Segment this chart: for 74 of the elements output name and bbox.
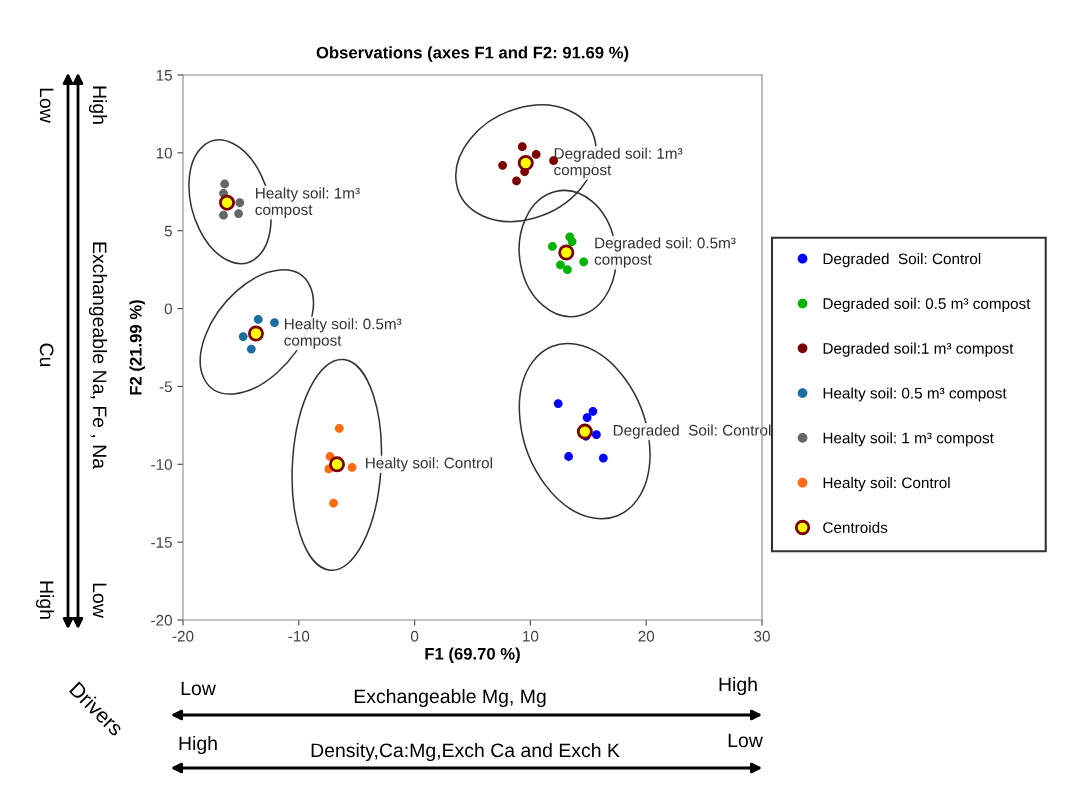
x-tick-label: 0	[410, 630, 419, 642]
point	[531, 150, 541, 159]
text: High	[719, 676, 757, 696]
y-tick-label: 5	[164, 225, 172, 237]
text: Low	[92, 583, 107, 618]
point	[329, 498, 338, 508]
point	[517, 142, 527, 152]
point	[576, 423, 593, 440]
point	[512, 176, 521, 186]
point	[498, 160, 507, 170]
y-axis-title: F2 (21.99 %)	[129, 300, 145, 395]
point	[220, 179, 230, 189]
annotation: Degraded soil: 1m³ compost	[554, 147, 683, 179]
y-tick-label: -10	[151, 459, 172, 470]
point	[579, 257, 589, 267]
text: High	[88, 86, 108, 124]
point	[564, 452, 574, 461]
text: Low	[39, 88, 54, 123]
legend-label: Centroids	[823, 521, 888, 533]
chart-title: Observations (axes F1 and F2: 91.69 %)	[316, 46, 629, 62]
y-tick-label: -15	[151, 537, 172, 548]
point	[548, 241, 557, 251]
annotation: Healty soil: Control	[366, 457, 492, 472]
legend-label: Degraded soil:1 m³ compost	[823, 342, 1014, 357]
y-tick-label: 15	[156, 70, 172, 81]
point	[563, 265, 572, 275]
point	[253, 315, 263, 324]
legend-label: Degraded soil: 0.5 m³ compost	[823, 297, 1031, 313]
text: Exchangeable Mg, Mg	[354, 688, 546, 708]
x-tick-label: -20	[172, 630, 194, 642]
point	[553, 399, 563, 408]
x-axis-title: F1 (69.70 %)	[425, 647, 520, 663]
point	[567, 237, 577, 247]
x-tick-label: 30	[754, 630, 770, 642]
text: Low	[728, 733, 763, 748]
point	[219, 210, 228, 220]
y-tick-label: 0	[164, 303, 172, 315]
annotation: Healty soil: 1m³ compost	[255, 187, 360, 219]
legend-label: Healty soil: 0.5 m³ compost	[823, 387, 1007, 402]
point	[558, 244, 575, 261]
point	[235, 198, 245, 208]
point	[598, 453, 608, 463]
point	[238, 332, 248, 341]
point	[582, 413, 592, 422]
point	[588, 406, 598, 416]
annotation: Degraded soil: 0.5m³ compost	[594, 237, 736, 268]
text: Low	[181, 681, 216, 696]
legend-label: Healty soil: 1 m³ compost	[823, 432, 994, 447]
annotation: Degraded Soil: Control	[613, 424, 771, 439]
point	[556, 260, 565, 270]
legend-label: Degraded Soil: Control	[823, 252, 981, 268]
point	[246, 344, 256, 354]
legend-label: Healty soil: Control	[823, 476, 950, 492]
point	[334, 424, 344, 433]
point	[234, 209, 243, 218]
x-tick-label: -10	[288, 630, 310, 642]
point	[270, 318, 279, 327]
x-tick-label: 20	[638, 630, 655, 642]
x-tick-label: 10	[523, 630, 539, 642]
text: Cu	[39, 343, 54, 367]
point	[592, 430, 601, 440]
y-tick-label: -5	[159, 381, 172, 393]
text: Exchangeable Na, Fe , Na	[88, 242, 108, 470]
point	[247, 325, 264, 342]
text: High	[35, 581, 55, 619]
text: High	[179, 735, 217, 755]
annotation: Healty soil: 0.5m³ compost	[284, 318, 402, 349]
point	[329, 456, 345, 473]
text: Density,Ca:Mg,Exch Ca and Exch K	[311, 742, 620, 762]
point	[219, 194, 235, 211]
y-tick-label: -20	[151, 614, 172, 626]
point	[347, 463, 357, 472]
y-tick-label: 10	[156, 147, 172, 159]
point	[517, 155, 534, 171]
